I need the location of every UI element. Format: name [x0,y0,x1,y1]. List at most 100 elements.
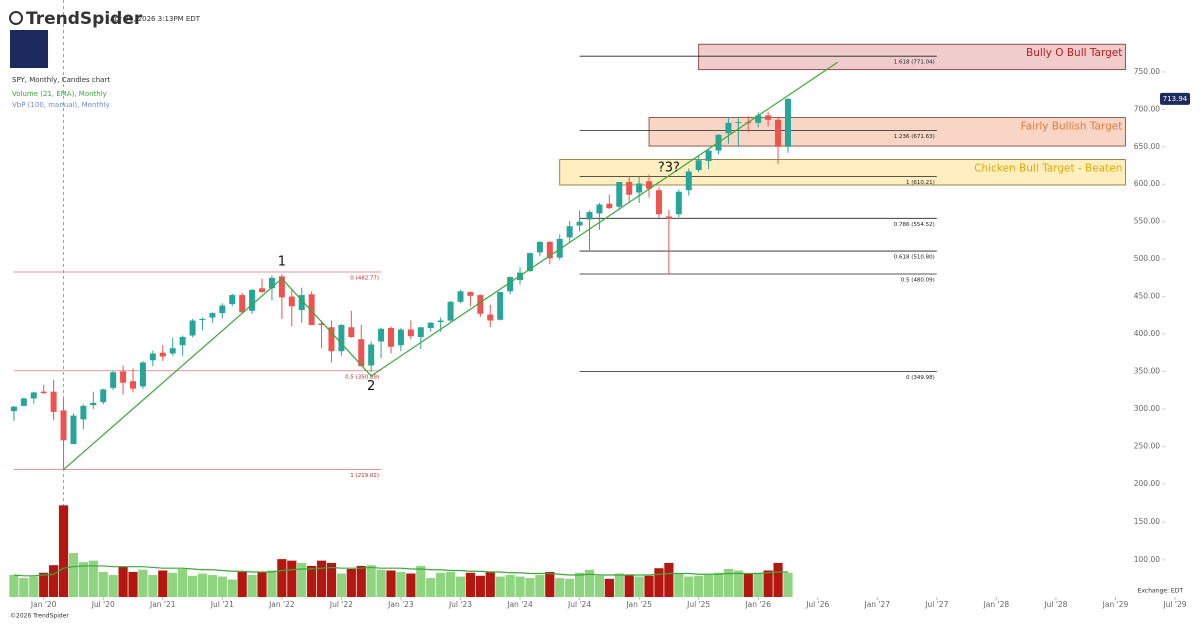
volume-bar [624,575,634,597]
volume-bar [168,572,178,597]
candle-body [457,291,464,302]
x-tick-label: Jan '26 [744,600,771,609]
volume-bar [148,575,158,597]
x-tick-label: Jul '27 [924,600,948,609]
volume-ema [13,565,788,577]
candle-body [685,171,692,191]
exchange: Exchange: EDT [1138,588,1184,595]
volume-bar [614,573,624,597]
candle-body [646,181,653,189]
candle-body [239,295,246,313]
candle-body [616,182,623,207]
candle-body [427,322,434,329]
volume-bar [78,562,88,597]
candle-body [338,325,345,352]
candle-body [139,362,146,387]
volume-bar [336,573,347,597]
candle-body [755,115,762,123]
x-tick-label: Jul '28 [1043,600,1067,609]
volume-bar [307,565,317,597]
volume-bar [574,572,585,597]
volume-bar [346,568,356,597]
volume-bar [247,575,257,597]
volume-bar [465,572,476,597]
y-tick-label: 600.00 [1134,179,1160,188]
volume-bar [19,578,29,597]
volume-bar [555,578,565,597]
y-tick-label: 550.00 [1134,217,1160,226]
candle-body [477,295,484,314]
volume-bar [316,560,327,597]
volume-bar [644,575,654,597]
y-tick-label: 200.00 [1134,479,1160,488]
volume-bar [694,575,704,597]
y-tick-label: 750.00 [1134,67,1160,76]
fib-label: 0.5 (480.09) [901,278,935,284]
volume-bar [376,569,386,597]
candle-body [378,328,385,342]
volume-bar [535,575,545,597]
candle-body [705,150,712,162]
x-tick-label: Jul '24 [567,600,591,609]
volume-bar [525,578,535,597]
volume-legend: Volume (21, EMA), Monthly [12,90,107,98]
fib-label: 0.5 (350.89) [345,374,379,380]
fib-label: 1 (219.02) [350,473,379,479]
volume-bar [356,565,366,597]
candle-body [20,398,27,406]
copyright: ©2026 TrendSpider [10,613,69,620]
candle-body [546,241,553,259]
timestamp: Apr 26, 2026 3:13PM EDT [110,15,201,23]
fib-label: 1.236 (671.63) [894,134,935,140]
volume-bar [664,562,674,597]
volume-bar [733,570,743,597]
volume-bar [29,576,39,597]
volume-y-tick-label: 100.00 [1134,555,1160,564]
candle-body [695,160,702,171]
candle-body [219,305,226,314]
candle-body [407,329,414,337]
candle-body [636,183,643,193]
x-tick-label: Jan '21 [149,600,176,609]
candle-body [179,337,186,346]
volume-bar [604,578,614,597]
volume-bar [445,572,456,597]
candle-body [576,221,583,226]
volume-bar [743,573,753,597]
candle-body [298,295,305,311]
candle-body [626,182,633,195]
candle-body [259,288,266,293]
candle-body [120,371,127,383]
volume-bar [68,553,79,597]
symbol-logo [10,30,48,68]
candle-body [467,292,474,296]
candle-body [110,372,117,388]
candle-body [388,328,395,347]
volume-bar [515,576,525,597]
candle-body [308,294,315,326]
y-tick-label: 700.00 [1134,104,1160,113]
candle-body [100,389,107,403]
x-tick-label: Jul '21 [210,600,234,609]
x-tick-label: Jul '20 [91,600,115,609]
volume-bar [237,572,247,597]
candle-body [606,203,613,209]
candle-body [665,216,672,219]
target-zone [559,159,1126,186]
candle-body [507,277,514,292]
volume-bar [684,576,694,597]
volume-bar [703,575,714,597]
volume-bar [217,576,227,597]
volume-bar [584,569,595,597]
volume-bar [49,565,59,597]
volume-bar [773,562,783,597]
y-tick-label: 300.00 [1134,404,1160,413]
volume-bar [406,573,416,597]
trendline [63,61,838,470]
x-tick-label: Jan '25 [625,600,652,609]
candle-body [487,314,494,321]
fib-label: 1.618 (771.04) [894,60,935,66]
volume-bar [713,572,724,597]
y-tick-label: 350.00 [1134,366,1160,375]
x-tick-label: Jan '24 [506,600,533,609]
